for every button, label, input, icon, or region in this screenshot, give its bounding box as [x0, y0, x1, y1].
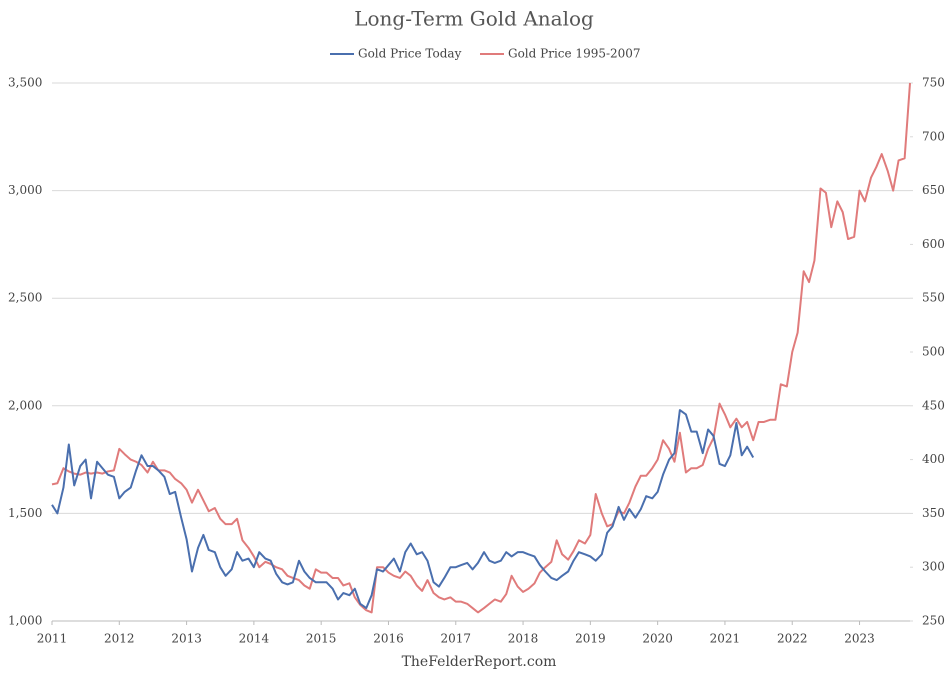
y-tick-label: 1,500: [8, 506, 42, 520]
y2-tick-label: 700: [922, 129, 945, 143]
x-tick-label: 2013: [171, 632, 202, 646]
y2-tick-label: 600: [922, 237, 945, 251]
y2-tick-label: 650: [922, 183, 945, 197]
y2-tick-label: 250: [922, 614, 945, 628]
x-tick-label: 2011: [37, 632, 68, 646]
x-tick-label: 2018: [508, 632, 539, 646]
y-tick-label: 2,500: [8, 291, 42, 305]
footer: TheFelderReport.com: [402, 654, 557, 670]
y2-tick-label: 550: [922, 291, 945, 305]
series-line: [51, 409, 755, 610]
y2-tick-label: 350: [922, 506, 945, 520]
x-tick-label: 2017: [440, 632, 471, 646]
y2-tick-label: 750: [922, 76, 945, 90]
x-tick-label: 2022: [777, 632, 808, 646]
x-tick-label: 2019: [575, 632, 606, 646]
chart-title: Long-Term Gold Analog: [354, 7, 594, 31]
x-tick-label: 2015: [306, 632, 337, 646]
y2-tick-label: 400: [922, 452, 945, 466]
legend-label: Gold Price 1995-2007: [508, 47, 641, 61]
y-tick-label: 3,000: [8, 183, 42, 197]
y2-tick-label: 450: [922, 398, 945, 412]
legend-label: Gold Price Today: [358, 47, 462, 61]
y-tick-label: 3,500: [8, 76, 42, 90]
y2-tick-label: 500: [922, 345, 945, 359]
y-tick-label: 2,000: [8, 398, 42, 412]
series-line: [51, 82, 911, 614]
x-tick-label: 2023: [844, 632, 875, 646]
x-tick-label: 2020: [642, 632, 673, 646]
x-tick-label: 2012: [104, 632, 135, 646]
x-tick-label: 2016: [373, 632, 404, 646]
y-tick-label: 1,000: [8, 614, 42, 628]
x-tick-label: 2021: [710, 632, 741, 646]
x-tick-label: 2014: [239, 632, 270, 646]
y2-tick-label: 300: [922, 560, 945, 574]
